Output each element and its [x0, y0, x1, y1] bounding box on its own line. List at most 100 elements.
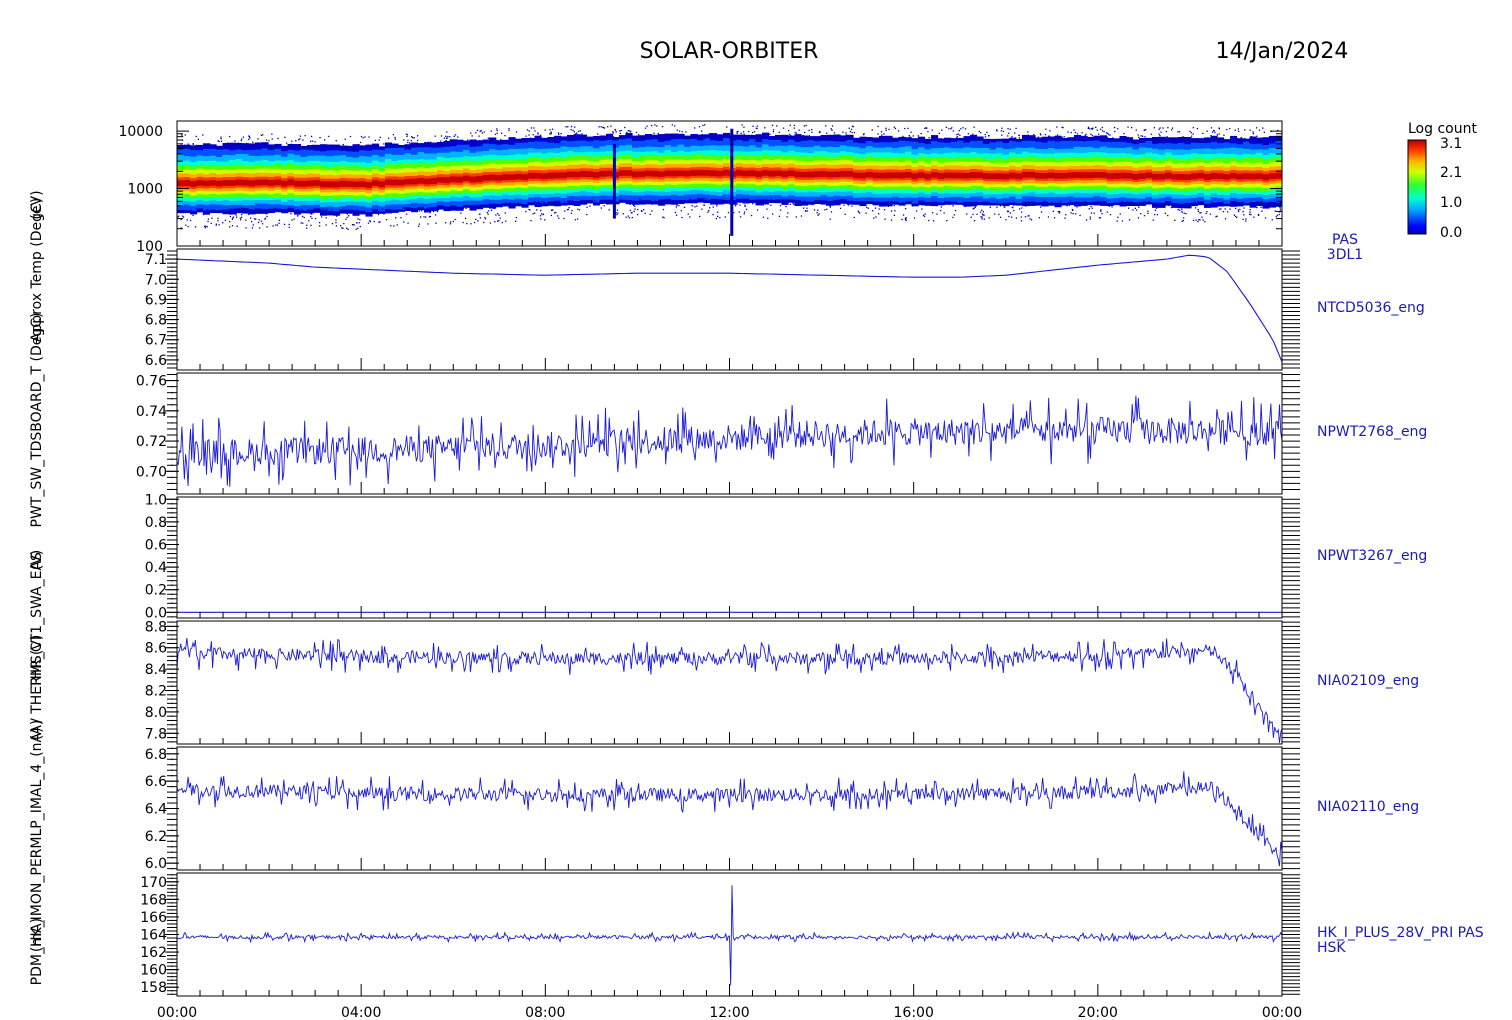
right-label: NPWT3267_eng — [1317, 548, 1427, 564]
ylabel-3: (V) — [29, 550, 45, 571]
y-tick-label: 8.0 — [145, 705, 167, 721]
y-tick-label: 8.8 — [145, 619, 167, 635]
panel-4: 7.8 8.0 8.2 8.4 8.6 8.8 NIA02109_eng — [145, 619, 1419, 745]
x-axis: 00:00 04:00 08:00 12:00 16:00 20:00 00:00 — [157, 234, 1302, 1020]
y-tick-label: 160 — [140, 963, 167, 979]
y-ticks — [165, 747, 1300, 870]
y-tick-label: 8.2 — [145, 684, 167, 700]
spectrogram-spike — [730, 128, 734, 236]
y-tick-label: 0.74 — [136, 404, 167, 420]
right-label: NPWT2768_eng — [1317, 424, 1427, 440]
x-tick-label: 00:00 — [1262, 1005, 1302, 1020]
colorbar-title: Log count — [1408, 121, 1477, 137]
y-tick-label: 6.2 — [145, 829, 167, 845]
y-tick-label: 164 — [140, 928, 167, 944]
y-tick-label: 170 — [140, 875, 167, 891]
colorbar-tick-2: 2.1 — [1440, 165, 1462, 181]
y-tick-label: 6.8 — [145, 313, 167, 329]
y-tick-label: 0.76 — [136, 374, 167, 390]
colorbar-tick-1: 1.0 — [1440, 195, 1462, 211]
y-tick-label: 6.4 — [145, 802, 167, 818]
y-tick-label: 0.4 — [145, 560, 167, 576]
y-tick-label: 100 — [136, 239, 163, 255]
y-ticks — [165, 498, 1300, 618]
y-tick-label: 6.7 — [145, 333, 167, 349]
y-tick-label: 8.4 — [145, 662, 167, 678]
y-tick-label: 0.72 — [136, 434, 167, 450]
series-5 — [176, 771, 1283, 867]
y-axis-titles: (eV) Approx Temp (DegC) PWT_SW_TDSBOARD_… — [29, 190, 45, 985]
right-label: PAS — [1332, 232, 1358, 248]
y-tick-label: 10000 — [118, 124, 163, 140]
panel-2: 0.70 0.72 0.74 0.76 NPWT2768_eng — [136, 372, 1427, 495]
y-tick-label: 1000 — [127, 182, 163, 198]
ylabel-2: PWT_SW_TDSBOARD_T (DegC) — [29, 313, 45, 528]
y-tick-label: 0.0 — [145, 605, 167, 621]
panel-frame — [176, 248, 1283, 371]
series-line — [176, 885, 1283, 986]
panel-frame — [176, 872, 1283, 997]
y-ticks — [177, 130, 1282, 247]
y-tick-label: 0.6 — [145, 538, 167, 554]
x-tick-label: 12:00 — [709, 1005, 749, 1020]
y-tick-label: 6.9 — [145, 292, 167, 308]
y-tick-label: 162 — [140, 945, 167, 961]
ylabel-4: THR_CT1_SWA_EAS — [29, 552, 45, 689]
y-tick-label: 166 — [140, 910, 167, 926]
panel-frame — [176, 620, 1283, 745]
series-4 — [176, 637, 1283, 744]
panel-frame — [176, 496, 1283, 619]
y-tick-label: 6.6 — [145, 353, 167, 369]
right-label: NIA02109_eng — [1317, 673, 1419, 689]
right-label: NTCD5036_eng — [1317, 300, 1425, 316]
colorbar-tick-min: 0.0 — [1440, 225, 1462, 241]
series-line — [176, 637, 1283, 744]
ylabel-1: Approx Temp (DegC) — [29, 198, 45, 342]
y-tick-label: 7.1 — [145, 252, 167, 268]
series-line — [176, 254, 1283, 363]
y-tick-label: 8.6 — [145, 641, 167, 657]
panel-frame — [176, 746, 1283, 871]
y-tick-label: 1.0 — [145, 492, 167, 508]
y-tick-label: 158 — [140, 980, 167, 996]
right-label: 3DL1 — [1327, 247, 1363, 263]
y-tick-label: 0.70 — [136, 464, 167, 480]
x-tick-label: 20:00 — [1078, 1005, 1118, 1020]
series-1 — [176, 254, 1283, 363]
y-tick-label: 7.8 — [145, 726, 167, 742]
y-tick-label: 6.6 — [145, 774, 167, 790]
y-tick-label: 6.0 — [145, 856, 167, 872]
y-tick-label: 7.0 — [145, 272, 167, 288]
x-tick-label: 00:00 — [157, 1005, 197, 1020]
y-tick-label: 168 — [140, 892, 167, 908]
panel-1: 6.6 6.7 6.8 6.9 7.0 7.1 NTCD5036_eng — [145, 248, 1425, 371]
right-label: HSK — [1317, 940, 1346, 956]
right-label: NIA02110_eng — [1317, 799, 1419, 815]
series-2 — [176, 395, 1283, 487]
series-line — [176, 771, 1283, 867]
y-tick-label: 0.2 — [145, 583, 167, 599]
ylabel-5: (A) — [29, 720, 45, 741]
colorbar-gradient — [1407, 139, 1427, 235]
ylabel-6: PDM_HK_IMON_PERMLP_IMAL_4_(nA) / THERMS(… — [29, 635, 45, 986]
right-label: HK_I_PLUS_28V_PRI PAS — [1317, 925, 1484, 941]
y-tick-label: 0.8 — [145, 515, 167, 531]
x-tick-label: 04:00 — [341, 1005, 381, 1020]
mission-title: SOLAR-ORBITER — [640, 39, 819, 64]
colorbar: Log count 3.1 2.1 1.0 0.0 — [1407, 121, 1477, 241]
ylabel-7: (mA) — [29, 918, 45, 952]
colorbar-tick-max: 3.1 — [1440, 136, 1462, 152]
panel-5: 6.0 6.2 6.4 6.6 6.8 NIA02110_eng — [145, 746, 1419, 872]
spectrogram-spike — [612, 143, 616, 219]
spectrogram — [177, 124, 1282, 236]
y-tick-label: 6.8 — [145, 747, 167, 763]
x-tick-label: 16:00 — [894, 1005, 934, 1020]
x-tick-label: 08:00 — [525, 1005, 565, 1020]
panel-3: 0.0 0.2 0.4 0.6 0.8 1.0 NPWT3267_eng — [145, 492, 1428, 621]
y-ticks — [165, 374, 1300, 490]
y-ticks — [165, 250, 1300, 369]
